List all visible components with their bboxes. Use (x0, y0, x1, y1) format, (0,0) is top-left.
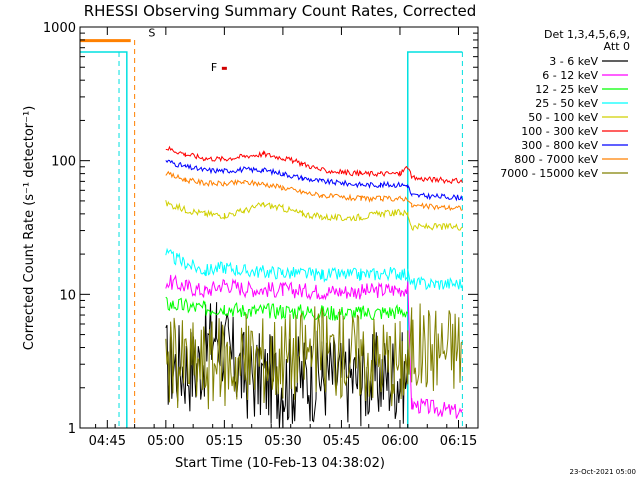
x-tick-label-3: 05:30 (264, 434, 301, 449)
series-line-4 (165, 200, 463, 232)
legend-label-1: 6 - 12 keV (542, 69, 598, 82)
x-tick-label-5: 06:00 (381, 434, 418, 449)
legend-label-3: 25 - 50 keV (535, 97, 598, 110)
plot-frame (79, 26, 479, 429)
legend-header-line-1: Det 1,3,4,5,6,9, (544, 28, 630, 41)
flag-label-0: S (148, 26, 155, 39)
x-tick-label-1: 05:00 (147, 434, 184, 449)
night-bar-left (80, 51, 128, 428)
legend-label-0: 3 - 6 keV (549, 55, 598, 68)
x-axis-label: Start Time (10-Feb-13 04:38:02) (175, 456, 385, 471)
legend-label-4: 50 - 100 keV (528, 111, 598, 124)
legend-label-7: 800 - 7000 keV (514, 153, 598, 166)
y-tick-label-2: 100 (51, 155, 76, 170)
legend-label-6: 300 - 800 keV (521, 139, 598, 152)
legend-label-8: 7000 - 15000 keV (500, 167, 598, 180)
y-axis-label: Corrected Count Rate (s⁻¹ detector⁻¹) (22, 106, 37, 351)
series-line-8 (165, 303, 463, 410)
x-tick-label-6: 06:15 (440, 434, 477, 449)
series-line-2 (165, 296, 409, 321)
series-line-7 (165, 170, 463, 212)
legend-label-2: 12 - 25 keV (535, 83, 598, 96)
series-line-3 (165, 247, 463, 291)
legend-header-line-2: Att 0 (604, 40, 630, 53)
flare-marker (221, 66, 227, 70)
x-tick-label-2: 05:15 (206, 434, 243, 449)
series-line-6 (165, 159, 463, 202)
flag-label-1: F (211, 61, 217, 74)
x-tick-label-0: 04:45 (89, 434, 126, 449)
night-bar-right (407, 51, 463, 428)
series-line-5 (165, 145, 463, 185)
y-tick-label-3: 1000 (43, 21, 76, 36)
footer-date: 23-Oct-2021 05:00 (570, 468, 636, 476)
series-line-0 (165, 302, 409, 429)
legend-label-5: 100 - 300 keV (521, 125, 598, 138)
series-line-1 (165, 274, 463, 419)
y-tick-label-0: 1 (68, 422, 76, 437)
chart-title: RHESSI Observing Summary Count Rates, Co… (84, 2, 477, 20)
x-tick-label-4: 05:45 (323, 434, 360, 449)
y-tick-label-1: 10 (59, 288, 76, 303)
